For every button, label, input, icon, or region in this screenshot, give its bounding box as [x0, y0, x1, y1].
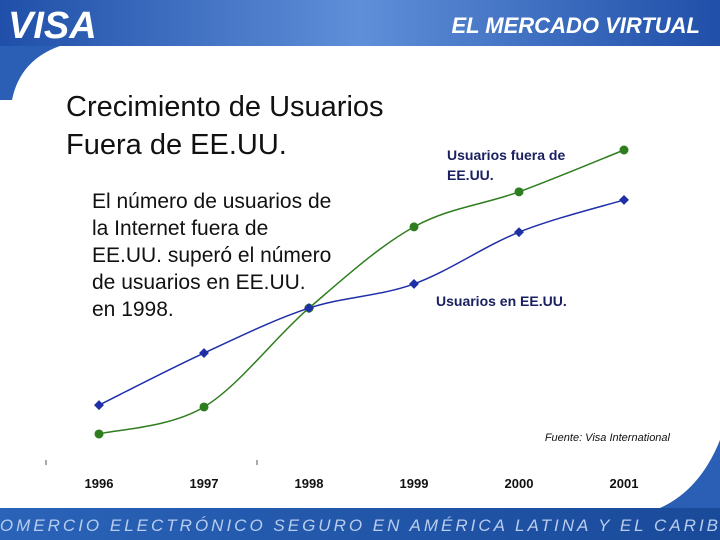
- marker: [409, 278, 419, 289]
- marker: [199, 402, 209, 412]
- title-line: Crecimiento de Usuarios: [66, 91, 384, 123]
- header-text: EL MERCADO VIRTUAL: [451, 13, 700, 38]
- marker: [514, 227, 524, 238]
- series-label-part: Usuarios fuera de: [447, 147, 565, 163]
- footer-text: COMERCIO ELECTRÓNICO SEGURO EN AMÉRICA L…: [0, 516, 720, 535]
- x-tick-label: 1999: [400, 476, 429, 491]
- footer-swoosh: [660, 440, 720, 508]
- x-tick-label: 2000: [505, 476, 534, 491]
- series-label: Usuarios en EE.UU.: [436, 293, 567, 309]
- marker: [514, 187, 524, 197]
- body-line: de usuarios en EE.UU.: [92, 271, 306, 294]
- series-line: [98, 199, 625, 406]
- body-line: la Internet fuera de: [92, 217, 268, 240]
- header-swoosh: [0, 46, 60, 100]
- body-text: El número de usuarios de la Internet fuer…: [92, 190, 331, 321]
- series-label: Usuarios fuera de EE.UU.: [447, 147, 565, 183]
- title: Crecimiento de Usuarios Fuera de EE.UU.: [66, 91, 384, 161]
- x-tick-label: 1996: [85, 476, 114, 491]
- title-line: Fuera de EE.UU.: [66, 129, 287, 161]
- marker: [619, 145, 629, 155]
- marker: [304, 303, 314, 314]
- series-label-part: EE.UU.: [447, 167, 494, 183]
- marker: [94, 400, 104, 411]
- marker: [199, 348, 209, 358]
- series-line: [98, 149, 625, 435]
- marker: [409, 222, 419, 232]
- x-tick-label: 1997: [190, 476, 219, 491]
- marker: [94, 429, 104, 439]
- footer-band: [0, 508, 720, 540]
- logo: VISA: [8, 5, 97, 47]
- source: Fuente: Visa International: [545, 432, 671, 444]
- body-line: en 1998.: [92, 298, 174, 321]
- x-tick-label: 2001: [610, 476, 639, 491]
- header-band: [0, 0, 720, 46]
- marker: [619, 194, 629, 205]
- body-line: El número de usuarios de: [92, 190, 331, 213]
- body-line: EE.UU. superó el número: [92, 244, 331, 267]
- x-tick-label: 1998: [295, 476, 324, 491]
